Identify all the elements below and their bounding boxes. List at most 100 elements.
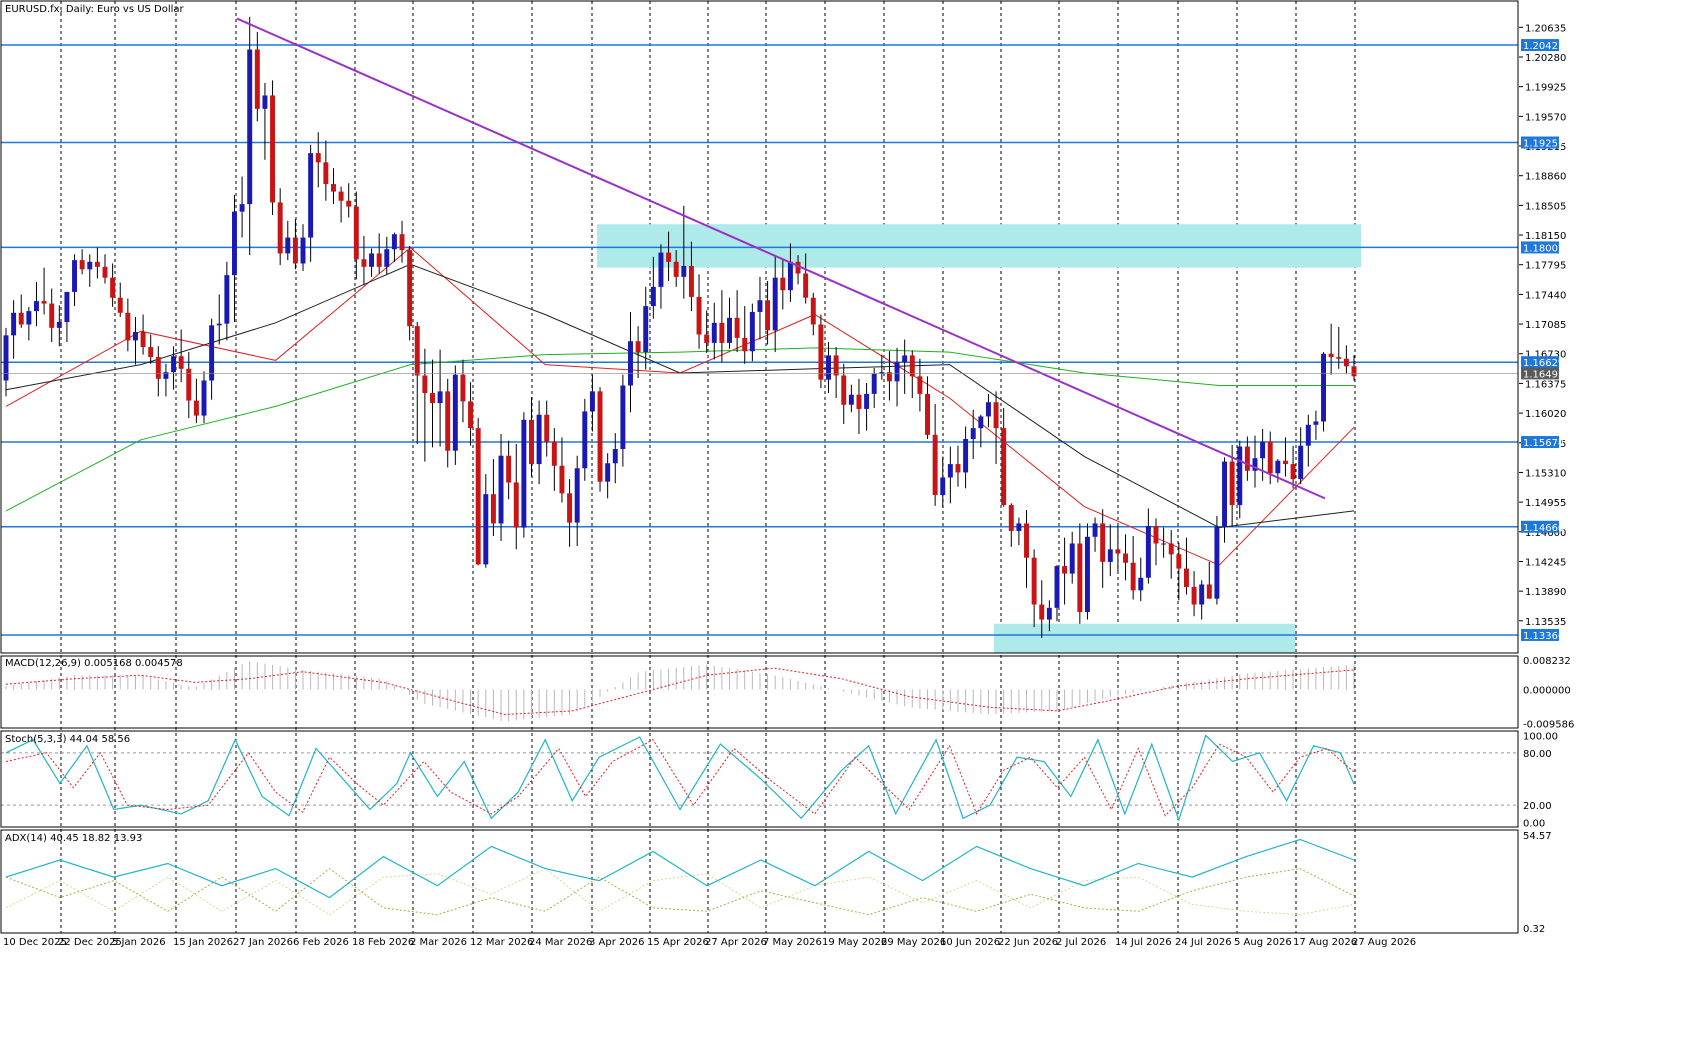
candle[interactable] bbox=[1130, 535, 1136, 600]
candle[interactable] bbox=[3, 327, 9, 397]
candle[interactable] bbox=[955, 445, 961, 487]
candle[interactable] bbox=[567, 479, 573, 547]
candle[interactable] bbox=[879, 354, 885, 380]
candle[interactable] bbox=[978, 414, 984, 448]
candle[interactable] bbox=[1161, 527, 1167, 558]
candle[interactable] bbox=[688, 241, 694, 312]
candle[interactable] bbox=[803, 253, 809, 304]
candle[interactable] bbox=[1016, 517, 1022, 546]
candle[interactable] bbox=[589, 374, 595, 432]
candle[interactable] bbox=[1092, 517, 1098, 552]
candle[interactable] bbox=[315, 132, 321, 188]
candle[interactable] bbox=[1069, 531, 1075, 584]
candle[interactable] bbox=[353, 191, 359, 280]
candle[interactable] bbox=[117, 282, 123, 317]
candle[interactable] bbox=[513, 444, 519, 550]
candle[interactable] bbox=[605, 453, 611, 499]
candle[interactable] bbox=[1222, 457, 1228, 543]
stochastic-panel[interactable]: Stoch(5,3,3) 44.04 58.56 bbox=[1, 734, 1518, 822]
candle[interactable] bbox=[734, 290, 740, 353]
candle[interactable] bbox=[300, 224, 306, 271]
candle[interactable] bbox=[521, 412, 527, 538]
candle[interactable] bbox=[1153, 518, 1159, 566]
candle[interactable] bbox=[102, 254, 108, 284]
candle[interactable] bbox=[231, 194, 237, 322]
candle[interactable] bbox=[209, 318, 215, 400]
candle[interactable] bbox=[1260, 428, 1266, 481]
candle[interactable] bbox=[239, 176, 245, 238]
candle[interactable] bbox=[11, 300, 17, 359]
candle[interactable] bbox=[178, 329, 184, 383]
candle[interactable] bbox=[1290, 445, 1296, 489]
candle[interactable] bbox=[323, 140, 329, 201]
candle[interactable] bbox=[1191, 571, 1197, 617]
candle[interactable] bbox=[171, 346, 177, 390]
candle[interactable] bbox=[475, 418, 481, 566]
candle[interactable] bbox=[635, 326, 641, 378]
candle[interactable] bbox=[902, 339, 908, 394]
candle[interactable] bbox=[1123, 534, 1129, 581]
candle[interactable] bbox=[125, 298, 131, 352]
candle[interactable] bbox=[894, 347, 900, 407]
macd-panel[interactable]: MACD(12,26,9) 0.005168 0.004578 bbox=[5, 658, 1355, 722]
candle[interactable] bbox=[841, 363, 847, 424]
candle[interactable] bbox=[826, 342, 831, 394]
candle[interactable] bbox=[666, 231, 672, 282]
candle[interactable] bbox=[1176, 542, 1182, 601]
candle[interactable] bbox=[780, 260, 786, 310]
candle[interactable] bbox=[917, 358, 923, 412]
candle[interactable] bbox=[673, 250, 679, 287]
candle[interactable] bbox=[308, 144, 314, 262]
candle[interactable] bbox=[506, 440, 512, 500]
candle[interactable] bbox=[795, 255, 801, 285]
candle[interactable] bbox=[369, 248, 375, 277]
candle[interactable] bbox=[460, 359, 466, 423]
candle[interactable] bbox=[224, 261, 230, 341]
candle[interactable] bbox=[1084, 523, 1090, 620]
candle[interactable] bbox=[848, 384, 854, 413]
candle[interactable] bbox=[719, 290, 725, 363]
candle[interactable] bbox=[1244, 436, 1250, 481]
candle[interactable] bbox=[1145, 508, 1151, 584]
candle[interactable] bbox=[582, 398, 588, 481]
candle[interactable] bbox=[498, 433, 504, 541]
candle[interactable] bbox=[1298, 427, 1304, 485]
candle[interactable] bbox=[262, 82, 268, 160]
candle[interactable] bbox=[49, 288, 55, 343]
candle[interactable] bbox=[201, 371, 207, 424]
candle[interactable] bbox=[1351, 355, 1357, 381]
candle[interactable] bbox=[18, 294, 24, 328]
candle[interactable] bbox=[64, 291, 70, 343]
candle[interactable] bbox=[985, 393, 991, 428]
candle[interactable] bbox=[628, 311, 633, 413]
candle[interactable] bbox=[871, 367, 877, 409]
candle[interactable] bbox=[772, 255, 778, 353]
candle[interactable] bbox=[993, 391, 999, 465]
candle[interactable] bbox=[574, 455, 580, 547]
candle[interactable] bbox=[1199, 580, 1205, 620]
candle[interactable] bbox=[254, 31, 260, 122]
candle[interactable] bbox=[1138, 557, 1144, 602]
candle[interactable] bbox=[338, 186, 344, 223]
candle[interactable] bbox=[1252, 435, 1258, 488]
candle[interactable] bbox=[1107, 524, 1113, 577]
candle[interactable] bbox=[247, 16, 253, 256]
candle[interactable] bbox=[810, 292, 816, 336]
candle[interactable] bbox=[551, 428, 557, 491]
candle[interactable] bbox=[1237, 440, 1243, 519]
candle[interactable] bbox=[658, 244, 664, 309]
candle[interactable] bbox=[384, 236, 390, 275]
candle[interactable] bbox=[445, 378, 451, 468]
candle[interactable] bbox=[1229, 444, 1235, 527]
candle[interactable] bbox=[110, 263, 116, 307]
candle[interactable] bbox=[140, 314, 146, 355]
candle[interactable] bbox=[529, 397, 534, 477]
candle[interactable] bbox=[216, 294, 222, 345]
candle[interactable] bbox=[270, 80, 276, 215]
candle[interactable] bbox=[650, 256, 656, 319]
candle[interactable] bbox=[1031, 549, 1037, 628]
candle[interactable] bbox=[33, 281, 39, 327]
candle[interactable] bbox=[148, 334, 154, 364]
candle[interactable] bbox=[407, 245, 413, 341]
candle[interactable] bbox=[285, 220, 291, 261]
